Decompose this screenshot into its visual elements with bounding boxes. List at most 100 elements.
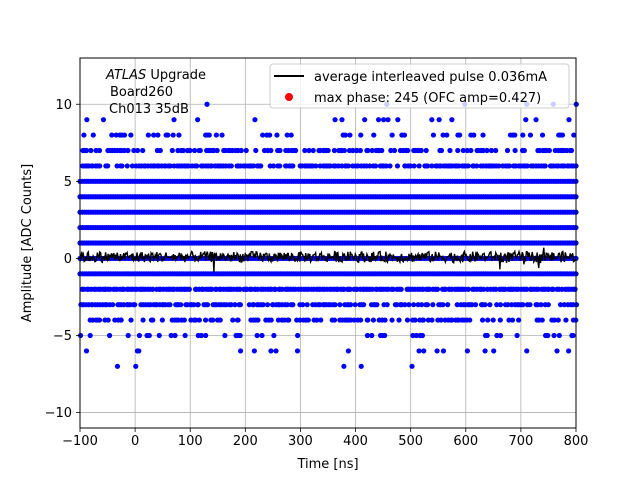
data-point bbox=[467, 317, 473, 323]
data-point bbox=[524, 348, 530, 354]
data-point bbox=[509, 317, 516, 323]
data-point bbox=[365, 147, 371, 154]
data-point bbox=[140, 147, 146, 154]
data-point bbox=[133, 363, 139, 369]
data-point bbox=[514, 332, 520, 339]
data-point bbox=[191, 302, 197, 308]
data-point bbox=[389, 317, 395, 323]
data-point bbox=[491, 348, 497, 354]
legend: average interleaved pulse 0.036mA max ph… bbox=[269, 63, 570, 109]
data-point bbox=[506, 163, 512, 169]
data-point bbox=[255, 317, 261, 323]
data-point bbox=[438, 147, 445, 154]
data-point bbox=[434, 286, 441, 292]
atlas-annotation: ATLAS Upgrade Board260 Ch013 35dB bbox=[105, 68, 206, 117]
data-point bbox=[146, 332, 152, 339]
data-point bbox=[203, 332, 209, 339]
data-point bbox=[512, 132, 518, 138]
data-point bbox=[96, 317, 103, 323]
data-point bbox=[436, 117, 442, 123]
data-point bbox=[83, 147, 90, 154]
data-point bbox=[423, 147, 429, 154]
x-tick-label: 600 bbox=[453, 434, 478, 449]
data-point bbox=[84, 117, 90, 123]
data-point bbox=[434, 348, 440, 354]
data-point bbox=[421, 348, 427, 354]
data-point bbox=[209, 286, 215, 292]
data-point bbox=[557, 302, 564, 308]
data-point bbox=[375, 117, 382, 123]
data-point bbox=[313, 163, 319, 169]
data-point bbox=[150, 317, 156, 323]
data-point bbox=[132, 302, 138, 308]
data-point bbox=[302, 147, 308, 154]
data-point bbox=[96, 147, 103, 154]
data-point bbox=[176, 132, 182, 138]
data-point bbox=[407, 163, 414, 169]
data-point bbox=[337, 302, 343, 308]
data-point bbox=[284, 302, 290, 308]
data-point bbox=[267, 132, 273, 138]
data-point bbox=[479, 317, 486, 323]
data-point bbox=[394, 302, 400, 308]
data-point bbox=[306, 147, 312, 154]
data-point bbox=[516, 317, 522, 323]
data-point bbox=[341, 286, 347, 292]
data-point bbox=[341, 147, 348, 154]
data-point bbox=[106, 332, 113, 339]
data-point bbox=[357, 147, 363, 154]
y-tick-label: 0 bbox=[64, 252, 72, 267]
data-point bbox=[568, 147, 575, 154]
data-point bbox=[185, 163, 191, 169]
x-tick-label: 200 bbox=[233, 434, 258, 449]
data-point bbox=[573, 302, 580, 308]
data-point bbox=[284, 132, 290, 138]
data-point bbox=[310, 147, 316, 154]
data-point bbox=[347, 132, 353, 138]
data-point bbox=[295, 332, 301, 339]
data-point bbox=[497, 332, 504, 339]
data-point bbox=[382, 317, 388, 323]
data-point bbox=[369, 286, 375, 292]
data-point bbox=[490, 317, 496, 323]
data-point bbox=[480, 147, 486, 154]
data-point bbox=[121, 147, 128, 154]
annotation-atlas: ATLAS bbox=[105, 68, 146, 83]
data-point bbox=[571, 132, 577, 138]
data-point bbox=[243, 147, 249, 154]
data-point bbox=[230, 317, 236, 323]
annotation-line-2: Board260 bbox=[110, 85, 173, 100]
data-point bbox=[542, 163, 548, 169]
data-point bbox=[472, 302, 479, 308]
data-point bbox=[339, 117, 345, 123]
data-point bbox=[527, 302, 533, 308]
data-point bbox=[556, 332, 562, 339]
data-point bbox=[389, 132, 395, 138]
x-tick-label: 700 bbox=[508, 434, 533, 449]
data-point bbox=[396, 317, 402, 323]
data-point bbox=[354, 147, 360, 154]
data-point bbox=[409, 363, 415, 369]
x-tick-label: −100 bbox=[62, 434, 98, 449]
data-point bbox=[250, 163, 256, 169]
data-point bbox=[268, 317, 274, 323]
data-point bbox=[438, 317, 444, 323]
plot-frame bbox=[79, 57, 577, 429]
data-point bbox=[300, 302, 306, 308]
data-point bbox=[551, 332, 557, 339]
data-point bbox=[77, 332, 84, 339]
data-point bbox=[482, 302, 488, 308]
data-point bbox=[384, 302, 390, 308]
data-point bbox=[125, 332, 131, 339]
data-point bbox=[505, 302, 511, 308]
data-point bbox=[362, 117, 368, 123]
data-point bbox=[352, 302, 358, 308]
data-point bbox=[327, 163, 333, 169]
data-point bbox=[318, 317, 324, 323]
data-point bbox=[237, 302, 244, 308]
data-point bbox=[222, 332, 228, 339]
data-point bbox=[406, 302, 412, 308]
data-point bbox=[121, 132, 128, 138]
data-point bbox=[539, 132, 546, 138]
